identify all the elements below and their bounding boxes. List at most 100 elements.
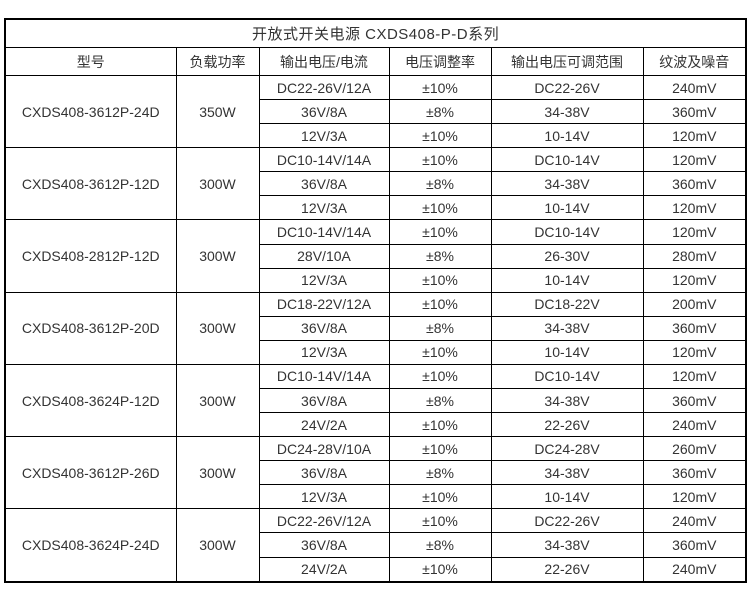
output-voltage-current-cell: 12V/3A: [258, 339, 390, 365]
output-voltage-current-cell: 36V/8A: [258, 99, 390, 125]
table-header-row: 型号 负载功率 输出电压/电流 电压调整率 输出电压可调范围 纹波及噪音: [4, 47, 747, 76]
spec-row: CXDS408-3612P-20D 300W DC18-22V/12A ±10% DC1…: [4, 291, 747, 365]
model-cell: CXDS408-3612P-12D: [4, 147, 177, 221]
ripple-noise-cell: 120mV: [642, 195, 747, 221]
model-cell: CXDS408-3612P-20D: [4, 291, 177, 365]
output-voltage-current-cell: DC10-14V/14A: [258, 219, 390, 245]
ripple-noise-cell: 240mV: [642, 508, 747, 534]
model-cell: CXDS408-2812P-12D: [4, 219, 177, 293]
output-voltage-current-cell: DC22-26V/12A: [258, 508, 390, 534]
spec-table-body: CXDS408-3612P-24D 350W DC22-26V/12A ±10% DC2…: [4, 74, 747, 583]
spec-row: 12V/3A ±10% 10-14V 120mV: [5, 484, 747, 510]
voltage-regulation-cell: ±10%: [388, 339, 492, 365]
table-title: 开放式开关电源 CXDS408-P-D系列: [4, 18, 747, 48]
ripple-noise-cell: 120mV: [642, 339, 747, 365]
output-voltage-current-cell: 12V/3A: [258, 123, 390, 149]
output-voltage-current-cell: DC10-14V/14A: [258, 363, 390, 390]
voltage-regulation-cell: ±10%: [388, 195, 492, 221]
spec-row: 28V/10A ±8% 26-30V 280mV: [5, 243, 747, 269]
header-load-power: 负载功率: [175, 47, 260, 76]
voltage-regulation-cell: ±10%: [388, 412, 492, 438]
spec-row: CXDS408-2812P-12D 300W DC10-14V/14A ±10% DC1…: [4, 219, 747, 293]
adjustable-range-cell: DC10-14V: [490, 363, 644, 390]
power-supply-spec-table: 开放式开关电源 CXDS408-P-D系列 型号 负载功率 输出电压/电流 电压…: [4, 18, 748, 583]
adjustable-range-cell: DC24-28V: [490, 436, 644, 462]
header-voltage-regulation: 电压调整率: [388, 47, 492, 76]
spec-row: 24V/2A ±10% 22-26V 240mV: [5, 556, 747, 583]
power-cell: 350W: [175, 74, 260, 149]
voltage-regulation-cell: ±8%: [388, 532, 492, 558]
output-voltage-current-cell: 24V/2A: [258, 556, 390, 583]
power-cell: 300W: [175, 363, 260, 438]
header-ripple-noise: 纹波及噪音: [642, 47, 747, 76]
adjustable-range-cell: 10-14V: [490, 339, 644, 365]
spec-row: CXDS408-3612P-12D 300W DC10-14V/14A ±10% DC1…: [4, 147, 747, 221]
adjustable-range-cell: 34-38V: [490, 171, 644, 197]
voltage-regulation-cell: ±10%: [388, 267, 492, 293]
voltage-regulation-cell: ±10%: [388, 147, 492, 173]
adjustable-range-cell: 26-30V: [490, 243, 644, 269]
ripple-noise-cell: 240mV: [642, 556, 747, 583]
voltage-regulation-cell: ±8%: [388, 171, 492, 197]
spec-row: 12V/3A ±10% 10-14V 120mV: [5, 339, 747, 365]
voltage-regulation-cell: ±8%: [388, 243, 492, 269]
ripple-noise-cell: 200mV: [642, 291, 747, 317]
ripple-noise-cell: 120mV: [642, 123, 747, 149]
output-voltage-current-cell: 12V/3A: [258, 484, 390, 510]
output-voltage-current-cell: 36V/8A: [258, 171, 390, 197]
voltage-regulation-cell: ±8%: [388, 99, 492, 125]
output-voltage-current-cell: 28V/10A: [258, 243, 390, 269]
spec-row: 12V/3A ±10% 10-14V 120mV: [5, 123, 747, 149]
voltage-regulation-cell: ±10%: [388, 74, 492, 101]
voltage-regulation-cell: ±10%: [388, 484, 492, 510]
adjustable-range-cell: 10-14V: [490, 267, 644, 293]
ripple-noise-cell: 120mV: [642, 484, 747, 510]
adjustable-range-cell: 34-38V: [490, 532, 644, 558]
output-voltage-current-cell: 12V/3A: [258, 195, 390, 221]
ripple-noise-cell: 240mV: [642, 74, 747, 101]
ripple-noise-cell: 280mV: [642, 243, 747, 269]
adjustable-range-cell: 34-38V: [490, 388, 644, 414]
output-voltage-current-cell: DC24-28V/10A: [258, 436, 390, 462]
spec-row: 12V/3A ±10% 10-14V 120mV: [5, 267, 747, 293]
voltage-regulation-cell: ±8%: [388, 460, 492, 486]
model-cell: CXDS408-3624P-24D: [4, 508, 177, 583]
adjustable-range-cell: 34-38V: [490, 315, 644, 341]
ripple-noise-cell: 260mV: [642, 436, 747, 462]
voltage-regulation-cell: ±10%: [388, 436, 492, 462]
ripple-noise-cell: 360mV: [642, 315, 747, 341]
adjustable-range-cell: 10-14V: [490, 123, 644, 149]
spec-row: 12V/3A ±10% 10-14V 120mV: [5, 195, 747, 221]
adjustable-range-cell: 10-14V: [490, 195, 644, 221]
spec-row: 36V/8A ±8% 34-38V 360mV: [5, 460, 747, 486]
model-cell: CXDS408-3612P-24D: [4, 74, 177, 149]
adjustable-range-cell: DC22-26V: [490, 508, 644, 534]
table-title-row: 开放式开关电源 CXDS408-P-D系列: [4, 18, 747, 48]
voltage-regulation-cell: ±8%: [388, 388, 492, 414]
ripple-noise-cell: 360mV: [642, 99, 747, 125]
adjustable-range-cell: 10-14V: [490, 484, 644, 510]
ripple-noise-cell: 360mV: [642, 388, 747, 414]
spec-row: 36V/8A ±8% 34-38V 360mV: [5, 532, 747, 558]
adjustable-range-cell: 22-26V: [490, 556, 644, 583]
power-cell: 300W: [175, 147, 260, 221]
header-adjustable-range: 输出电压可调范围: [490, 47, 644, 76]
ripple-noise-cell: 240mV: [642, 412, 747, 438]
voltage-regulation-cell: ±8%: [388, 315, 492, 341]
spec-row: 36V/8A ±8% 34-38V 360mV: [5, 99, 747, 125]
voltage-regulation-cell: ±10%: [388, 556, 492, 583]
voltage-regulation-cell: ±10%: [388, 123, 492, 149]
voltage-regulation-cell: ±10%: [388, 219, 492, 245]
adjustable-range-cell: DC22-26V: [490, 74, 644, 101]
output-voltage-current-cell: 36V/8A: [258, 315, 390, 341]
ripple-noise-cell: 360mV: [642, 460, 747, 486]
ripple-noise-cell: 120mV: [642, 363, 747, 390]
voltage-regulation-cell: ±10%: [388, 363, 492, 390]
spec-row: 36V/8A ±8% 34-38V 360mV: [5, 171, 747, 197]
header-output-voltage-current: 输出电压/电流: [258, 47, 390, 76]
power-cell: 300W: [175, 219, 260, 293]
output-voltage-current-cell: DC18-22V/12A: [258, 291, 390, 317]
spec-row: CXDS408-3624P-12D 300W DC10-14V/14A ±10% DC1…: [4, 363, 747, 438]
ripple-noise-cell: 120mV: [642, 267, 747, 293]
model-cell: CXDS408-3624P-12D: [4, 363, 177, 438]
